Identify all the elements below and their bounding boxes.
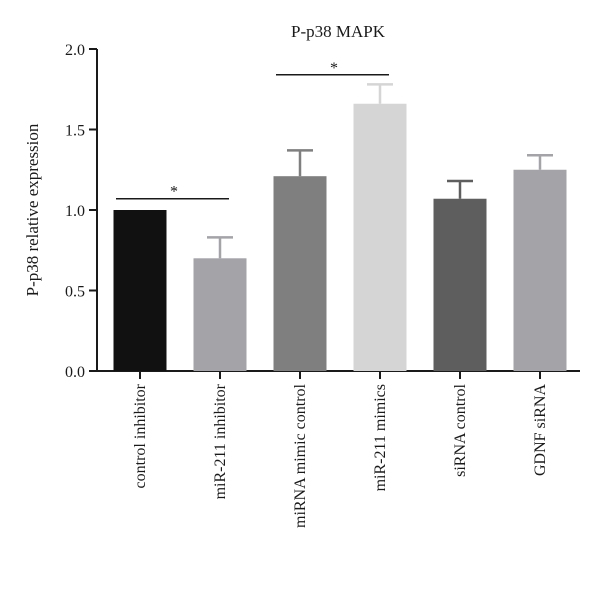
y-tick-label: 1.5 — [65, 123, 85, 140]
bar — [353, 103, 407, 372]
error-bar — [207, 236, 233, 259]
x-axis: control inhibitor miR-211 inhibitor miRNA … — [97, 370, 580, 528]
y-tick-label: 0.5 — [65, 284, 85, 301]
y-axis-label: P-p38 relative expression — [23, 123, 42, 296]
bar — [273, 176, 327, 371]
significance-markers: ** — [116, 60, 389, 201]
bars — [113, 103, 567, 372]
x-tick-label: miR-211 mimics — [372, 384, 389, 491]
error-bar — [287, 149, 313, 177]
significance-marker: * — [116, 184, 229, 201]
x-tick-label: GDNF siRNA — [532, 384, 549, 476]
x-tick-label: control inhibitor — [132, 383, 149, 488]
chart-title: P-p38 MAPK — [291, 22, 386, 41]
error-bars — [207, 83, 553, 259]
significance-marker: * — [276, 60, 389, 77]
bar — [513, 169, 567, 371]
y-tick-label: 2.0 — [65, 42, 85, 59]
significance-star: * — [330, 60, 338, 77]
error-bar — [527, 154, 553, 170]
error-bar — [447, 179, 473, 199]
x-tick-label: miRNA mimic control — [292, 383, 309, 528]
bar — [113, 210, 167, 371]
bar — [193, 258, 247, 371]
x-tick-label: siRNA control — [452, 383, 469, 476]
y-tick-label: 0.0 — [65, 364, 85, 381]
error-bar — [367, 83, 393, 104]
bar — [433, 198, 487, 371]
y-axis: 0.0 0.5 1.0 1.5 2.0 — [65, 42, 98, 381]
x-tick-label: miR-211 inhibitor — [212, 383, 229, 499]
y-tick-label: 1.0 — [65, 203, 85, 220]
significance-star: * — [170, 184, 178, 201]
